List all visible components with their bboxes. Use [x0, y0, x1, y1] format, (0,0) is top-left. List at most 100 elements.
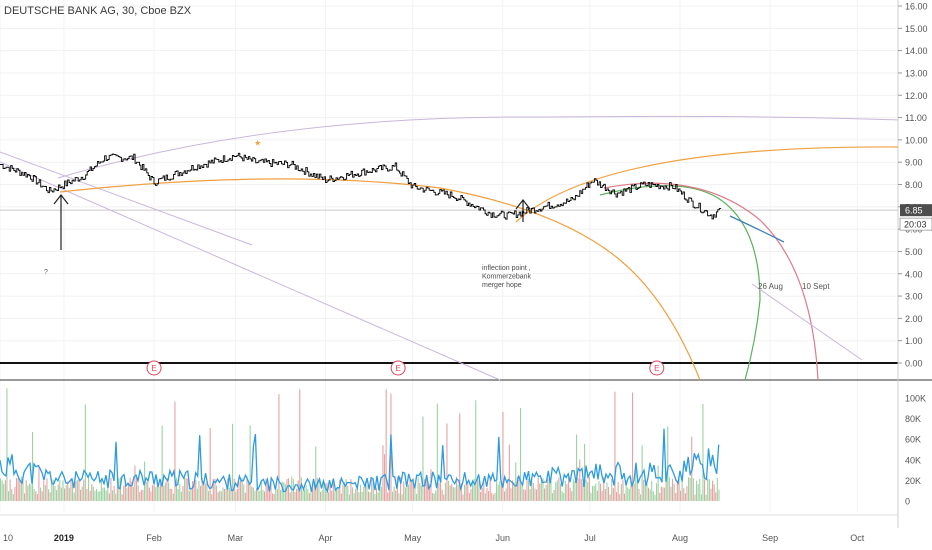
volume-bar: [483, 478, 485, 501]
earnings-marker-label: E: [151, 364, 156, 373]
volume-bar: [312, 488, 314, 501]
volume-bar: [164, 482, 166, 501]
volume-bar: [96, 488, 98, 501]
volume-bar: [427, 481, 429, 501]
volume-bar: [686, 486, 688, 501]
volume-bar: [200, 486, 202, 501]
inflection-label: inflection point ,: [482, 265, 531, 272]
volume-bar: [558, 477, 560, 501]
volume-bar: [342, 484, 344, 501]
volume-bar: [30, 484, 32, 501]
volume-bar: [596, 490, 598, 501]
volume-bar: [249, 425, 251, 501]
volume-bar: [329, 485, 331, 501]
volume-bar: [523, 489, 525, 501]
price-tick-label: 5.00: [905, 247, 923, 257]
volume-bar: [139, 491, 141, 501]
volume-bar: [369, 492, 371, 501]
volume-bar: [158, 487, 160, 501]
volume-bar: [64, 488, 66, 501]
green-arc: [599, 185, 761, 381]
earnings-marker: E: [146, 360, 162, 376]
volume-bar: [545, 485, 547, 501]
volume-bar: [16, 478, 18, 501]
volume-bar: [470, 488, 472, 501]
volume-bar: [651, 480, 653, 501]
volume-bar: [201, 478, 203, 501]
volume-bar: [41, 491, 43, 501]
volume-bar: [340, 493, 342, 501]
volume-pane[interactable]: [0, 388, 720, 501]
volume-bar: [385, 389, 387, 501]
volume-bar: [584, 443, 586, 501]
volume-bar: [436, 403, 438, 501]
volume-bar: [65, 485, 67, 501]
volume-bar: [46, 478, 48, 501]
volume-bar: [94, 490, 96, 501]
price-line: [0, 152, 722, 220]
time-tick-label: Feb: [146, 533, 162, 543]
volume-bar: [284, 484, 286, 501]
volume-bar: [257, 490, 259, 501]
volume-bar: [294, 491, 296, 501]
time-tick-label: 2019: [54, 533, 74, 543]
volume-bar: [512, 480, 514, 501]
volume-bar: [304, 489, 306, 501]
price-tick-label: 9.00: [905, 158, 923, 168]
volume-bar: [707, 478, 709, 501]
question-mark-label: ?: [44, 269, 48, 276]
volume-bar: [377, 492, 379, 501]
volume-bar: [619, 494, 621, 501]
volume-bar: [406, 484, 408, 501]
volume-bar: [500, 480, 502, 501]
volume-bar: [212, 479, 214, 501]
volume-bar: [680, 490, 682, 501]
volume-bar: [225, 488, 227, 501]
time-tick-label: Mar: [228, 533, 244, 543]
volume-bar: [364, 481, 366, 501]
volume-bar: [280, 489, 282, 501]
price-pane[interactable]: ★: [0, 138, 722, 220]
volume-bar: [452, 487, 454, 501]
volume-bar: [72, 482, 74, 501]
volume-bar: [580, 479, 582, 501]
volume-bar: [633, 483, 635, 501]
volume-bar: [8, 491, 10, 501]
volume-bar: [414, 485, 416, 501]
volume-bar: [208, 491, 210, 501]
volume-bar: [235, 491, 237, 501]
countdown-label: 20:03: [904, 220, 927, 230]
volume-bar: [697, 484, 699, 501]
volume-bar: [700, 494, 702, 501]
volume-bar: [78, 478, 80, 501]
volume-bar: [555, 482, 557, 501]
price-tick-label: 15.00: [905, 24, 928, 34]
volume-bar: [542, 478, 544, 501]
volume-bar: [550, 481, 552, 501]
volume-bar: [240, 480, 242, 501]
volume-bar: [156, 479, 158, 501]
volume-bar: [43, 480, 45, 501]
volume-bar: [529, 489, 531, 501]
price-tick-label: 8.00: [905, 180, 923, 190]
volume-bar: [288, 478, 290, 501]
volume-bar: [433, 493, 435, 501]
volume-bar: [420, 485, 422, 501]
volume-bar: [22, 477, 24, 501]
volume-bar: [664, 487, 666, 501]
volume-tick-label: 40K: [905, 455, 921, 465]
volume-bar: [142, 489, 144, 501]
volume-bar: [676, 480, 678, 501]
volume-bar: [275, 488, 277, 501]
volume-bar: [616, 492, 618, 501]
volume-bar: [161, 425, 163, 501]
volume-bar: [657, 465, 659, 501]
volume-bar: [129, 477, 131, 501]
volume-bar: [398, 493, 400, 501]
volume-bar: [424, 479, 426, 501]
aug-date-label: 26 Aug: [758, 282, 783, 291]
volume-bar: [694, 494, 696, 501]
volume-bar: [400, 477, 402, 501]
